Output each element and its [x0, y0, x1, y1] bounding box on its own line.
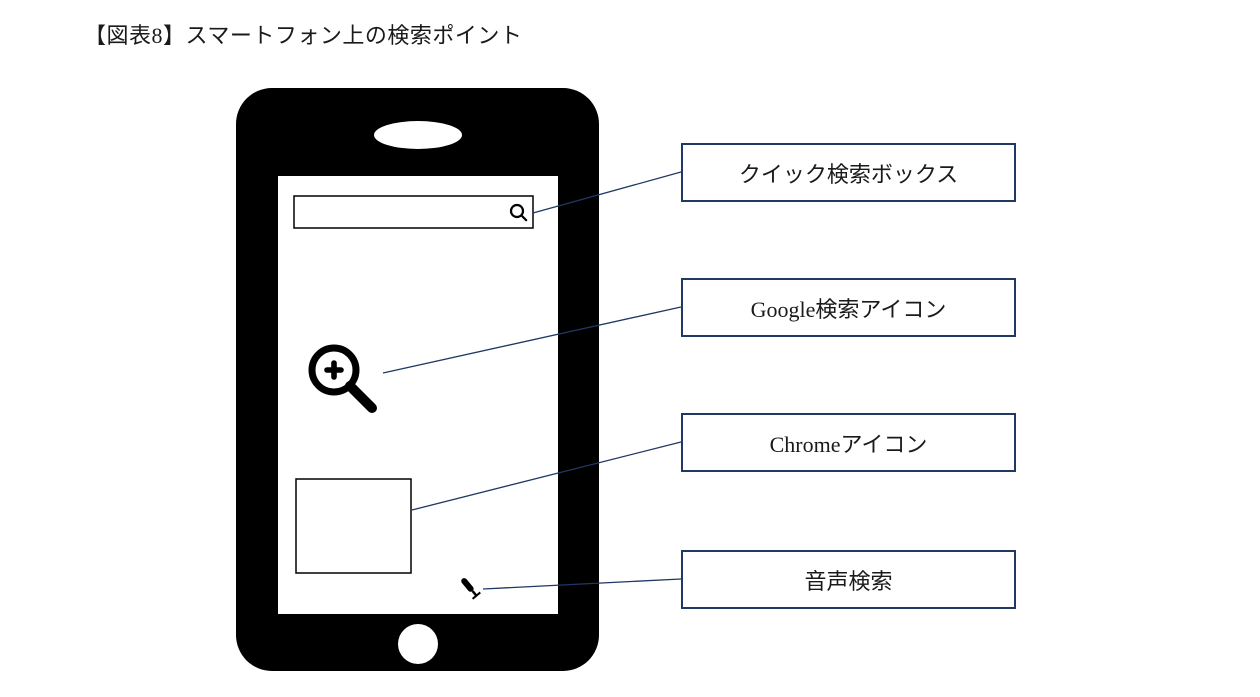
phone-body [236, 88, 599, 671]
chrome-icon-label: Chrome [302, 486, 380, 512]
callout-label: 音声検索 [804, 564, 892, 596]
quick-search-box [294, 196, 533, 228]
connector-line [533, 172, 681, 213]
figure-title: 【図表8】スマートフォン上の検索ポイント [84, 18, 522, 50]
connector-line [383, 307, 681, 373]
callout-google-search-icon: Google検索アイコン [681, 278, 1016, 337]
connector-line [483, 579, 681, 589]
callout-connectors [383, 172, 681, 589]
magnifier-plus-icon [312, 348, 372, 408]
callout-label: Google検索アイコン [751, 292, 947, 324]
search-icon [511, 205, 526, 220]
callout-label: Chromeアイコン [770, 427, 928, 459]
callout-voice-search: 音声検索 [681, 550, 1016, 609]
callout-chrome-icon: Chromeアイコン [681, 413, 1016, 472]
microphone-icon [458, 576, 480, 599]
phone-speaker [374, 121, 462, 149]
figure-canvas: 【図表8】スマートフォン上の検索ポイント クイック検索ボックス Google検索… [0, 0, 1260, 697]
connector-line [412, 442, 681, 510]
phone-home-button [398, 624, 438, 664]
callout-quick-search-box: クイック検索ボックス [681, 143, 1016, 202]
diagram-svg [0, 0, 1260, 697]
callout-label: クイック検索ボックス [739, 157, 958, 189]
phone-screen [278, 176, 558, 614]
